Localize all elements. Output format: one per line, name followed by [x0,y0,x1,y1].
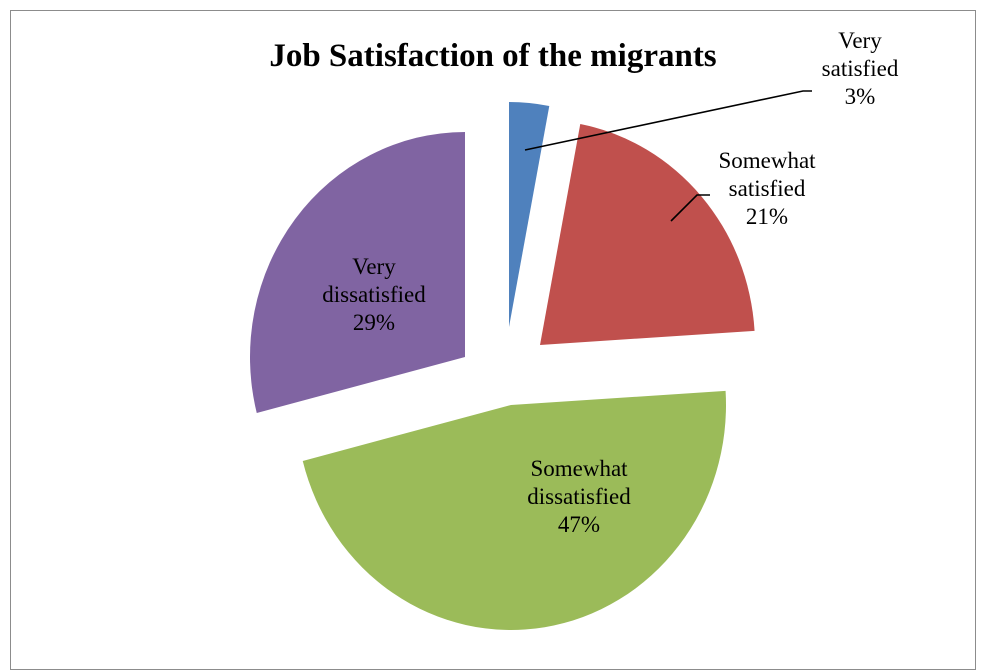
slice-label-line: Somewhat [530,456,628,481]
slice-label-line: dissatisfied [527,484,631,509]
slice-label-line: 47% [558,512,600,537]
leader-lines [524,90,812,222]
slice-label-line: 21% [746,204,788,229]
pie-slice-somewhat-satisfied [540,123,755,345]
slice-label-very-dissatisfied: Very dissatisfied 29% [322,254,426,335]
slice-label-line: 3% [845,84,876,109]
slice-label-line: Very [352,254,396,279]
pie-slice-somewhat-dissatisfied [302,390,726,631]
slice-label-line: satisfied [822,56,899,81]
leader-line-very-satisfied [524,90,812,151]
slice-label-very-satisfied: Very satisfied 3% [822,28,899,109]
slice-label-line: Very [838,28,882,53]
slice-label-line: 29% [353,310,395,335]
slice-label-somewhat-satisfied: Somewhat satisfied 21% [718,148,816,229]
slice-label-line: Somewhat [718,148,816,173]
slice-label-line: dissatisfied [322,282,426,307]
slice-label-somewhat-dissatisfied: Somewhat dissatisfied 47% [527,456,631,537]
pie-slice-very-dissatisfied [249,132,465,413]
pie-slice-very-satisfied [509,102,550,327]
pie-chart: Job Satisfaction of the migrants Very sat… [249,28,899,631]
slices-layer [249,102,755,631]
slice-label-line: satisfied [729,176,806,201]
chart-title: Job Satisfaction of the migrants [269,38,716,74]
slice-labels: Very satisfied 3%Somewhat satisfied 21%Somew… [322,28,899,537]
leader-line-somewhat-satisfied [670,194,710,222]
